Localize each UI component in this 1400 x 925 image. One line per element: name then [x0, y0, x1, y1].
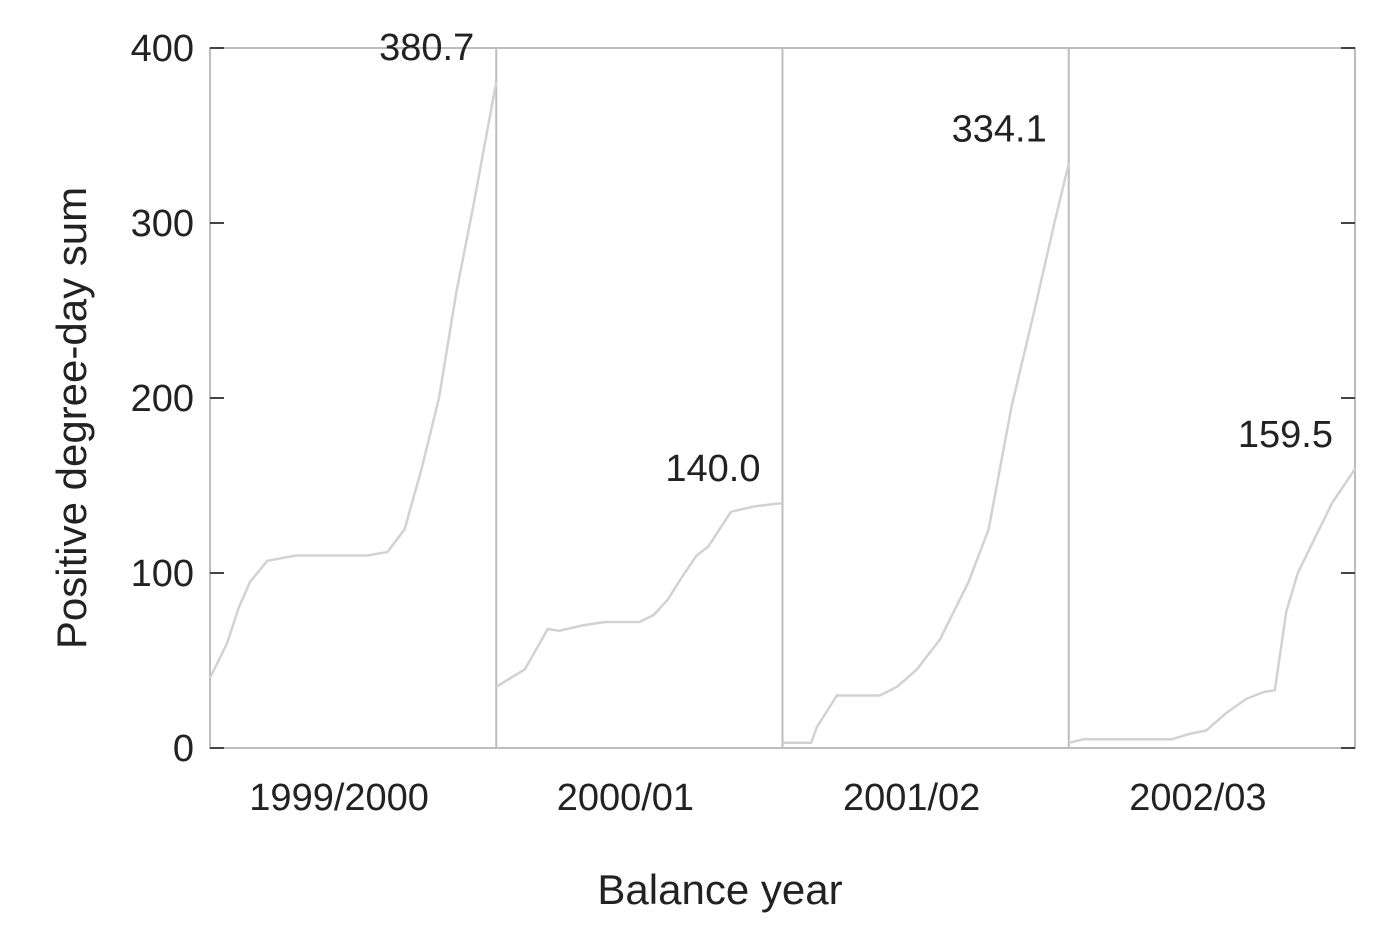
series-line-2000-01	[495, 501, 783, 688]
end-value-labels: 380.7 140.0 334.1 159.5	[379, 27, 1333, 490]
y-tick-label: 100	[131, 553, 194, 595]
panel-label: 2000/01	[557, 777, 694, 819]
series-line-2001-02	[782, 163, 1071, 745]
end-value-label: 159.5	[1238, 414, 1333, 456]
series-line-2002-03	[1068, 468, 1357, 745]
end-value-label: 334.1	[952, 108, 1047, 150]
y-axis-ticks	[210, 47, 1355, 749]
y-axis-title: Positive degree-day sum	[48, 187, 95, 649]
plot-frame	[209, 47, 1356, 749]
end-value-label: 380.7	[379, 27, 474, 69]
y-tick-label: 400	[131, 28, 194, 70]
end-value-label: 140.0	[665, 448, 760, 490]
y-tick-label: 300	[131, 203, 194, 245]
panel-label: 2002/03	[1129, 777, 1266, 819]
x-axis-panel-labels: 1999/2000 2000/01 2001/02 2002/03	[249, 777, 1266, 819]
x-axis-title: Balance year	[597, 866, 842, 913]
y-axis-tick-labels: 0 100 200 300 400	[131, 28, 194, 770]
panel-label: 2001/02	[843, 777, 980, 819]
series-line-1999-2000	[208, 81, 498, 679]
y-tick-label: 0	[173, 728, 194, 770]
panel-label: 1999/2000	[249, 777, 429, 819]
y-tick-label: 200	[131, 378, 194, 420]
series-lines	[208, 81, 1357, 745]
